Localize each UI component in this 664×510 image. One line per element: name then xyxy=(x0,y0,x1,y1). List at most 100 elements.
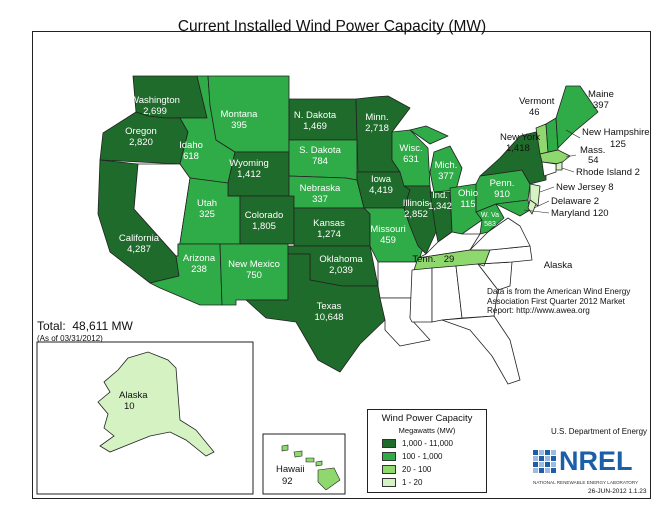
label-ind: Ind. xyxy=(432,190,448,201)
label-oklahoma: Oklahoma xyxy=(319,254,363,265)
state-florida[interactable] xyxy=(441,315,521,385)
source-note: Data is from the American Wind Energy As… xyxy=(487,287,631,316)
label-arizona: Arizona xyxy=(183,253,216,264)
nrel-grid-icon xyxy=(533,450,556,473)
label-maine: Maine xyxy=(588,89,614,100)
legend-label: 100 - 1,000 xyxy=(402,452,443,461)
label-washington: Washington xyxy=(130,95,180,106)
value-kansas: 1,274 xyxy=(317,229,341,240)
value-mass: 54 xyxy=(588,155,599,166)
label-idaho: Idaho xyxy=(179,140,203,151)
value-iowa: 4,419 xyxy=(369,185,393,196)
legend-swatch xyxy=(382,439,396,448)
label-missouri: Missouri xyxy=(370,224,405,235)
label-new-mexico: New Mexico xyxy=(228,259,280,270)
label-new-jersey: New Jersey 8 xyxy=(556,182,614,193)
label-nebraska: Nebraska xyxy=(300,183,341,194)
value-w-va: 583 xyxy=(484,221,496,228)
state-texas[interactable] xyxy=(245,253,386,373)
label-oregon: Oregon xyxy=(125,126,157,137)
value-mich: 377 xyxy=(438,171,454,182)
nrel-logo: NREL NATIONAL RENEWABLE ENERGY LABORATOR… xyxy=(533,446,647,496)
value-utah: 325 xyxy=(199,209,215,220)
value-tenn: 29 xyxy=(444,254,455,265)
label-illinois: Illinois xyxy=(403,198,430,209)
label-minn: Minn. xyxy=(365,112,388,123)
value-california: 4,287 xyxy=(127,244,151,255)
value-wyoming: 1,412 xyxy=(237,169,261,180)
state-connecticut[interactable] xyxy=(541,161,557,177)
label-wyoming: Wyoming xyxy=(229,158,269,169)
label-tenn: Tenn. xyxy=(412,254,435,265)
value-missouri: 459 xyxy=(380,235,396,246)
label-penn: Penn. xyxy=(490,178,515,189)
value-montana: 395 xyxy=(231,120,247,131)
label-wisc: Wisc. xyxy=(399,143,422,154)
value-new-hampshire: 125 xyxy=(610,139,626,150)
value-s-dakota: 784 xyxy=(312,156,328,167)
state-mississippi[interactable] xyxy=(409,267,433,323)
legend-title: Wind Power Capacity xyxy=(381,413,473,424)
legend-swatch xyxy=(382,452,396,461)
total-capacity: Total: 48,611 MW xyxy=(37,319,133,333)
value-washington: 2,699 xyxy=(143,106,167,117)
label-kansas: Kansas xyxy=(313,218,345,229)
value-colorado: 1,805 xyxy=(252,221,276,232)
nrel-logo-subtitle: NATIONAL RENEWABLE ENERGY LABORATORY xyxy=(533,480,639,485)
label-colorado: Colorado xyxy=(245,210,284,221)
legend-subtitle: Megawatts (MW) xyxy=(398,426,456,435)
label-montana: Montana xyxy=(221,109,259,120)
label-california: California xyxy=(119,233,160,244)
label-mass: Mass. xyxy=(580,145,605,156)
value-arizona: 238 xyxy=(191,264,207,275)
label-alaska: Alaska xyxy=(544,260,573,271)
as-of-date: (As of 03/31/2012) xyxy=(37,334,103,343)
state-maryland[interactable] xyxy=(495,199,531,217)
legend-label: 20 - 100 xyxy=(402,465,432,474)
label-mich: Mich. xyxy=(435,160,458,171)
label-s-dakota: S. Dakota xyxy=(299,145,341,156)
state-mich-up[interactable] xyxy=(409,125,449,145)
map-date-code: 26-JUN-2012 1.1.23 xyxy=(588,488,647,495)
value-ohio: 115 xyxy=(460,199,475,210)
value-oklahoma: 2,039 xyxy=(329,265,353,276)
value-n-dakota: 1,469 xyxy=(303,121,327,132)
nrel-logo-text: NREL xyxy=(559,446,633,476)
label-rhode-island: Rhode Island 2 xyxy=(576,167,640,178)
value-vermont: 46 xyxy=(529,107,540,118)
label-new-hampshire: New Hampshire xyxy=(582,127,650,138)
label-w-va: W. Va xyxy=(481,212,499,219)
map-title: Current Installed Wind Power Capacity (M… xyxy=(177,18,487,35)
state-mass[interactable] xyxy=(539,149,571,165)
label-texas: Texas xyxy=(317,301,342,312)
label-iowa: Iowa xyxy=(371,174,392,185)
value-idaho: 618 xyxy=(183,151,199,162)
value-nebraska: 337 xyxy=(312,194,328,205)
state-new-mexico[interactable] xyxy=(219,243,289,306)
total-value: 48,611 MW xyxy=(72,319,133,333)
state-maine[interactable] xyxy=(555,85,599,149)
legend: Wind Power Capacity Megawatts (MW) 1,000… xyxy=(367,409,487,493)
value-maine: 397 xyxy=(593,100,609,111)
state-ohio[interactable] xyxy=(449,183,483,235)
state-hawaii[interactable] xyxy=(281,444,341,491)
label-ohio: Ohio xyxy=(458,188,478,199)
label-hawaii: Hawaii xyxy=(276,464,305,475)
value-illinois: 2,852 xyxy=(404,209,428,220)
legend-label: 1 - 20 xyxy=(402,478,423,487)
label-n-dakota: N. Dakota xyxy=(294,110,337,121)
state-georgia[interactable] xyxy=(455,263,499,319)
agency-name: U.S. Department of Energy xyxy=(551,427,648,436)
label-new-york: New York xyxy=(500,132,540,143)
value-new-york: 1,418 xyxy=(506,143,530,154)
value-texas: 10,648 xyxy=(314,312,343,323)
value-oregon: 2,820 xyxy=(129,137,153,148)
legend-swatch xyxy=(382,465,396,474)
legend-label: 1,000 - 11,000 xyxy=(402,439,454,448)
label-alaska-name: Alaska xyxy=(119,390,148,401)
value-hawaii: 92 xyxy=(282,476,293,487)
label-delaware: Delaware 2 xyxy=(551,196,599,207)
state-alaska[interactable] xyxy=(97,351,215,457)
value-new-mexico: 750 xyxy=(246,270,262,281)
